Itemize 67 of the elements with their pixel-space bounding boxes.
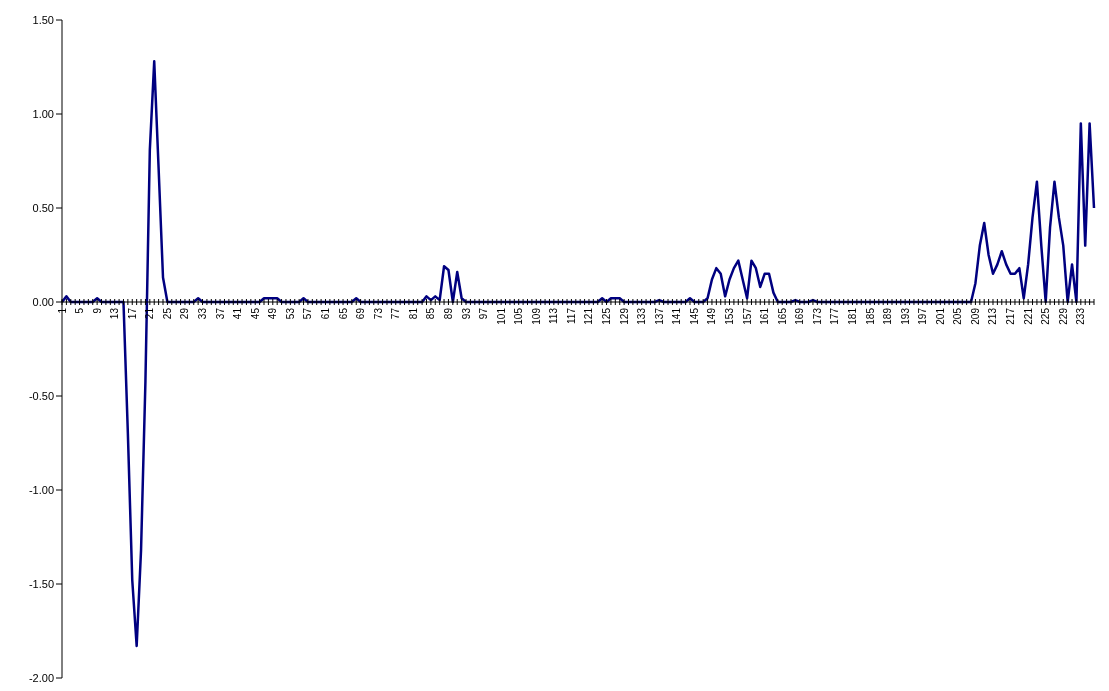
x-tick-label: 77: [390, 307, 402, 320]
x-tick-label: 157: [741, 307, 753, 325]
x-tick-label: 61: [319, 307, 331, 320]
x-tick-label: 1: [56, 307, 68, 314]
x-tick-label: 53: [284, 307, 296, 320]
x-tick-label: 9: [91, 307, 103, 314]
x-tick-label: 205: [952, 307, 964, 325]
y-tick-label: 0.50: [32, 201, 54, 214]
x-tick-label: 21: [144, 307, 156, 320]
x-tick-label: 221: [1022, 307, 1034, 325]
x-tick-label: 17: [126, 307, 138, 320]
x-tick-label: 189: [882, 307, 894, 325]
y-tick-label: -1.50: [28, 577, 54, 590]
y-tick-label: 0.00: [32, 295, 54, 308]
x-tick-label: 113: [548, 307, 560, 324]
x-tick-label: 49: [267, 307, 279, 320]
x-tick-label: 13: [109, 307, 121, 320]
x-tick-label: 73: [372, 307, 384, 320]
x-tick-label: 93: [460, 307, 472, 320]
x-tick-label: 133: [636, 307, 648, 325]
x-tick-label: 97: [478, 307, 490, 320]
x-tick-label: 81: [407, 307, 419, 320]
x-tick-label: 137: [653, 307, 665, 325]
x-tick-label: 69: [355, 307, 367, 320]
y-tick-label: -1.00: [28, 483, 54, 496]
x-tick-label: 233: [1075, 307, 1087, 325]
x-tick-label: 109: [530, 307, 542, 325]
x-tick-label: 5: [74, 307, 86, 314]
y-tick-label: -2.00: [28, 671, 54, 684]
x-tick-label: 165: [776, 307, 788, 325]
x-tick-label: 65: [337, 307, 349, 320]
x-tick-label: 85: [425, 307, 437, 320]
x-tick-label: 37: [214, 307, 226, 320]
x-tick-label: 161: [759, 307, 771, 325]
x-tick-label: 141: [671, 307, 683, 325]
x-tick-label: 117: [565, 307, 577, 324]
x-tick-label: 229: [1057, 307, 1069, 325]
x-tick-label: 153: [724, 307, 736, 325]
x-tick-label: 101: [495, 307, 507, 325]
x-tick-label: 177: [829, 307, 841, 325]
x-tick-label: 169: [794, 307, 806, 325]
x-tick-label: 25: [161, 307, 173, 320]
x-tick-label: 173: [811, 307, 823, 325]
x-tick-label: 105: [513, 307, 525, 325]
x-tick-label: 129: [618, 307, 630, 325]
x-tick-label: 33: [197, 307, 209, 320]
x-tick-label: 217: [1005, 307, 1017, 325]
x-tick-label: 201: [934, 307, 946, 325]
y-tick-label: 1.00: [32, 107, 54, 120]
x-tick-label: 121: [583, 307, 595, 325]
x-tick-label: 41: [232, 307, 244, 320]
x-tick-label: 125: [601, 307, 613, 325]
x-tick-label: 225: [1040, 307, 1052, 325]
x-tick-label: 89: [442, 307, 454, 320]
x-tick-label: 181: [846, 307, 858, 325]
x-tick-label: 149: [706, 307, 718, 325]
x-tick-label: 145: [688, 307, 700, 325]
y-tick-label: -0.50: [28, 389, 54, 402]
x-tick-label: 45: [249, 307, 261, 320]
x-tick-label: 185: [864, 307, 876, 325]
x-tick-label: 197: [917, 307, 929, 325]
x-tick-label: 29: [179, 307, 191, 320]
x-tick-label: 213: [987, 307, 999, 325]
y-tick-label: 1.50: [32, 13, 54, 26]
x-tick-label: 209: [969, 307, 981, 325]
x-tick-label: 193: [899, 307, 911, 325]
x-tick-label: 57: [302, 307, 314, 320]
